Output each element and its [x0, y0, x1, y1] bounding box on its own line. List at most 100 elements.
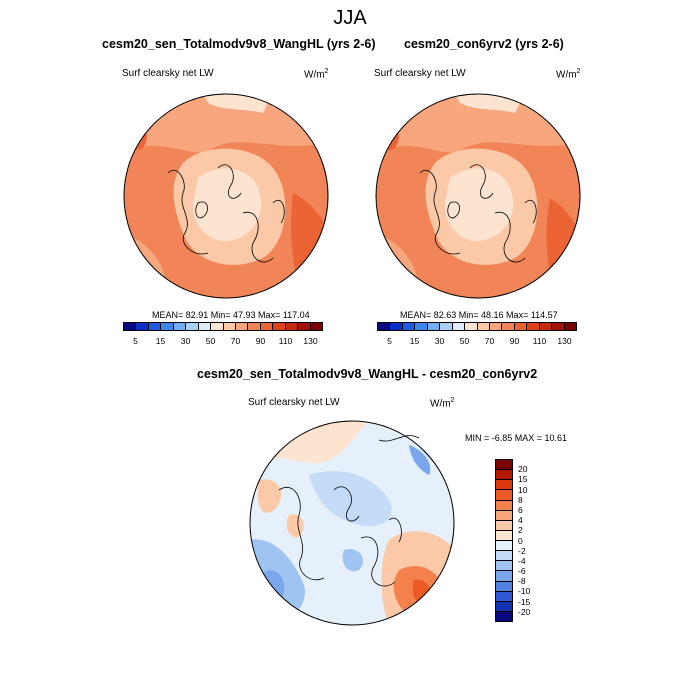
panel-1-colorbar-tick-label: 30 [180, 336, 191, 346]
diff-colorbar-tick-label: -8 [518, 576, 526, 587]
panel-1-colorbar-swatch [309, 323, 322, 330]
diff-colorbar-tick-label: -10 [518, 586, 531, 597]
panel-2-colorbar-tick-label: 130 [557, 336, 572, 346]
panel-2-colorbar-swatch [501, 323, 514, 330]
panel-2-colorbar-swatch [401, 323, 415, 330]
panel-2-colorbar-tick-label: 15 [409, 336, 420, 346]
diff-colorbar-swatch [496, 479, 512, 490]
panel-1-colorbar-ticks: 5 15 30 50 70 90 110 130 [123, 336, 323, 346]
diff-colorbar-swatch [496, 550, 512, 561]
panel-1-colorbar-tick-label: 5 [133, 336, 138, 346]
panel-1-colorbar-swatch [234, 323, 248, 330]
diff-colorbar-ticks: 20 15 10 8 6 4 2 0 -2 -4 -6 -8 -10 -15 -20 [518, 459, 548, 622]
diff-colorbar-swatch [496, 509, 512, 520]
panel-1-colorbar-swatch [185, 323, 198, 330]
panel-1-colorbar-swatch [297, 323, 310, 330]
diff-colorbar-swatch [496, 499, 512, 510]
panel-2-colorbar-swatch [476, 323, 489, 330]
diff-colorbar-tick-label: 4 [518, 515, 523, 526]
panel-2-colorbar-swatch [488, 323, 502, 330]
diff-colorbar-tick-label: 2 [518, 525, 523, 536]
diff-units: W/m2 [430, 397, 455, 410]
panel-1-stats: MEAN= 82.91 Min= 47.93 Max= 117.04 [152, 310, 310, 320]
panel-1-colorbar-swatch [147, 323, 161, 330]
panel-1-colorbar-swatch [124, 323, 136, 330]
diff-colorbar-tick-label: 20 [518, 464, 528, 475]
panel-2-stats: MEAN= 82.63 Min= 48.16 Max= 114.57 [400, 310, 558, 320]
diff-colorbar [495, 459, 513, 622]
diff-colorbar-swatch [496, 489, 512, 500]
panel-1-title: cesm20_sen_Totalmodv9v8_WangHL (yrs 2-6) [102, 37, 376, 51]
panel-2-colorbar-tick-label: 90 [509, 336, 520, 346]
panel-2-colorbar-swatch [439, 323, 452, 330]
panel-2-units: W/m2 [556, 68, 581, 81]
diff-colorbar-tick-label: -6 [518, 566, 526, 577]
panel-2-colorbar-swatch [551, 323, 564, 330]
panel-2-colorbar-swatch [513, 323, 527, 330]
panel-2-colorbar-swatch [464, 323, 477, 330]
panel-1-colorbar-tick-label: 15 [155, 336, 166, 346]
panel-1-colorbar-tick-label: 50 [205, 336, 216, 346]
panel-2-colorbar-swatch [538, 323, 552, 330]
panel-1-colorbar-swatch [197, 323, 211, 330]
diff-colorbar-swatch [496, 580, 512, 591]
diff-colorbar-swatch [496, 600, 512, 611]
diff-title: cesm20_sen_Totalmodv9v8_WangHL - cesm20_… [197, 367, 538, 381]
panel-2-colorbar-swatch [378, 323, 390, 330]
diff-colorbar-tick-label: 15 [518, 474, 528, 485]
panel-2-colorbar-swatch [451, 323, 465, 330]
diff-colorbar-swatch [496, 560, 512, 571]
diff-colorbar-swatch [496, 529, 512, 540]
panel-2-colorbar-ticks: 5 15 30 50 70 90 110 130 [377, 336, 577, 346]
panel-1-colorbar-tick-label: 70 [230, 336, 241, 346]
diff-colorbar-tick-label: -15 [518, 596, 531, 607]
diff-colorbar-tick-label: 8 [518, 494, 523, 505]
panel-1-colorbar-swatch [222, 323, 235, 330]
diff-colorbar-swatch [496, 519, 512, 530]
panel-2-colorbar [377, 322, 577, 331]
panel-1-colorbar-tick-label: 110 [278, 336, 293, 346]
panel-1-colorbar-swatch [272, 323, 285, 330]
diff-colorbar-tick-label: -4 [518, 555, 526, 566]
diff-colorbar-swatch [496, 610, 512, 621]
panel-1-colorbar-swatch [284, 323, 298, 330]
panel-2-title: cesm20_con6yrv2 (yrs 2-6) [404, 37, 564, 51]
panel-1-variable-label: Surf clearsky net LW [122, 68, 214, 79]
panel-2-polar-map [375, 93, 581, 299]
diff-colorbar-swatch [496, 469, 512, 480]
panel-1-colorbar-swatch [172, 323, 186, 330]
season-title: JJA [333, 7, 367, 29]
panel-1-colorbar-swatch [210, 323, 223, 330]
panel-2-colorbar-tick-label: 30 [434, 336, 445, 346]
panel-1-colorbar-swatch [135, 323, 148, 330]
panel-1-polar-map [123, 93, 329, 299]
diff-colorbar-swatch [496, 460, 512, 470]
panel-2-variable-label: Surf clearsky net LW [374, 68, 466, 79]
diff-polar-map [249, 420, 455, 626]
diff-colorbar-tick-label: 6 [518, 504, 523, 515]
diff-colorbar-swatch [496, 570, 512, 581]
panel-2-colorbar-swatch [426, 323, 440, 330]
panel-1-colorbar-swatch [247, 323, 260, 330]
panel-1-colorbar [123, 322, 323, 331]
panel-2-colorbar-swatch [563, 323, 576, 330]
panel-2-colorbar-swatch [526, 323, 539, 330]
panel-2-colorbar-swatch [414, 323, 427, 330]
diff-colorbar-tick-label: 0 [518, 535, 523, 546]
panel-2-colorbar-tick-label: 5 [387, 336, 392, 346]
diff-colorbar-tick-label: 10 [518, 484, 528, 495]
panel-1-units: W/m2 [304, 68, 329, 81]
diff-colorbar-swatch [496, 590, 512, 601]
panel-1-colorbar-tick-label: 90 [255, 336, 266, 346]
panel-1-colorbar-swatch [259, 323, 273, 330]
diff-colorbar-swatch [496, 540, 512, 551]
panel-1-colorbar-swatch [160, 323, 173, 330]
panel-1-colorbar-tick-label: 130 [303, 336, 318, 346]
diff-minmax: MIN = -6.85 MAX = 10.61 [465, 433, 568, 443]
panel-2-colorbar-swatch [389, 323, 402, 330]
diff-variable-label: Surf clearsky net LW [248, 397, 340, 408]
panel-2-colorbar-tick-label: 50 [459, 336, 470, 346]
panel-2-colorbar-tick-label: 110 [532, 336, 547, 346]
diff-colorbar-tick-label: -20 [518, 606, 531, 617]
panel-2-colorbar-tick-label: 70 [484, 336, 495, 346]
